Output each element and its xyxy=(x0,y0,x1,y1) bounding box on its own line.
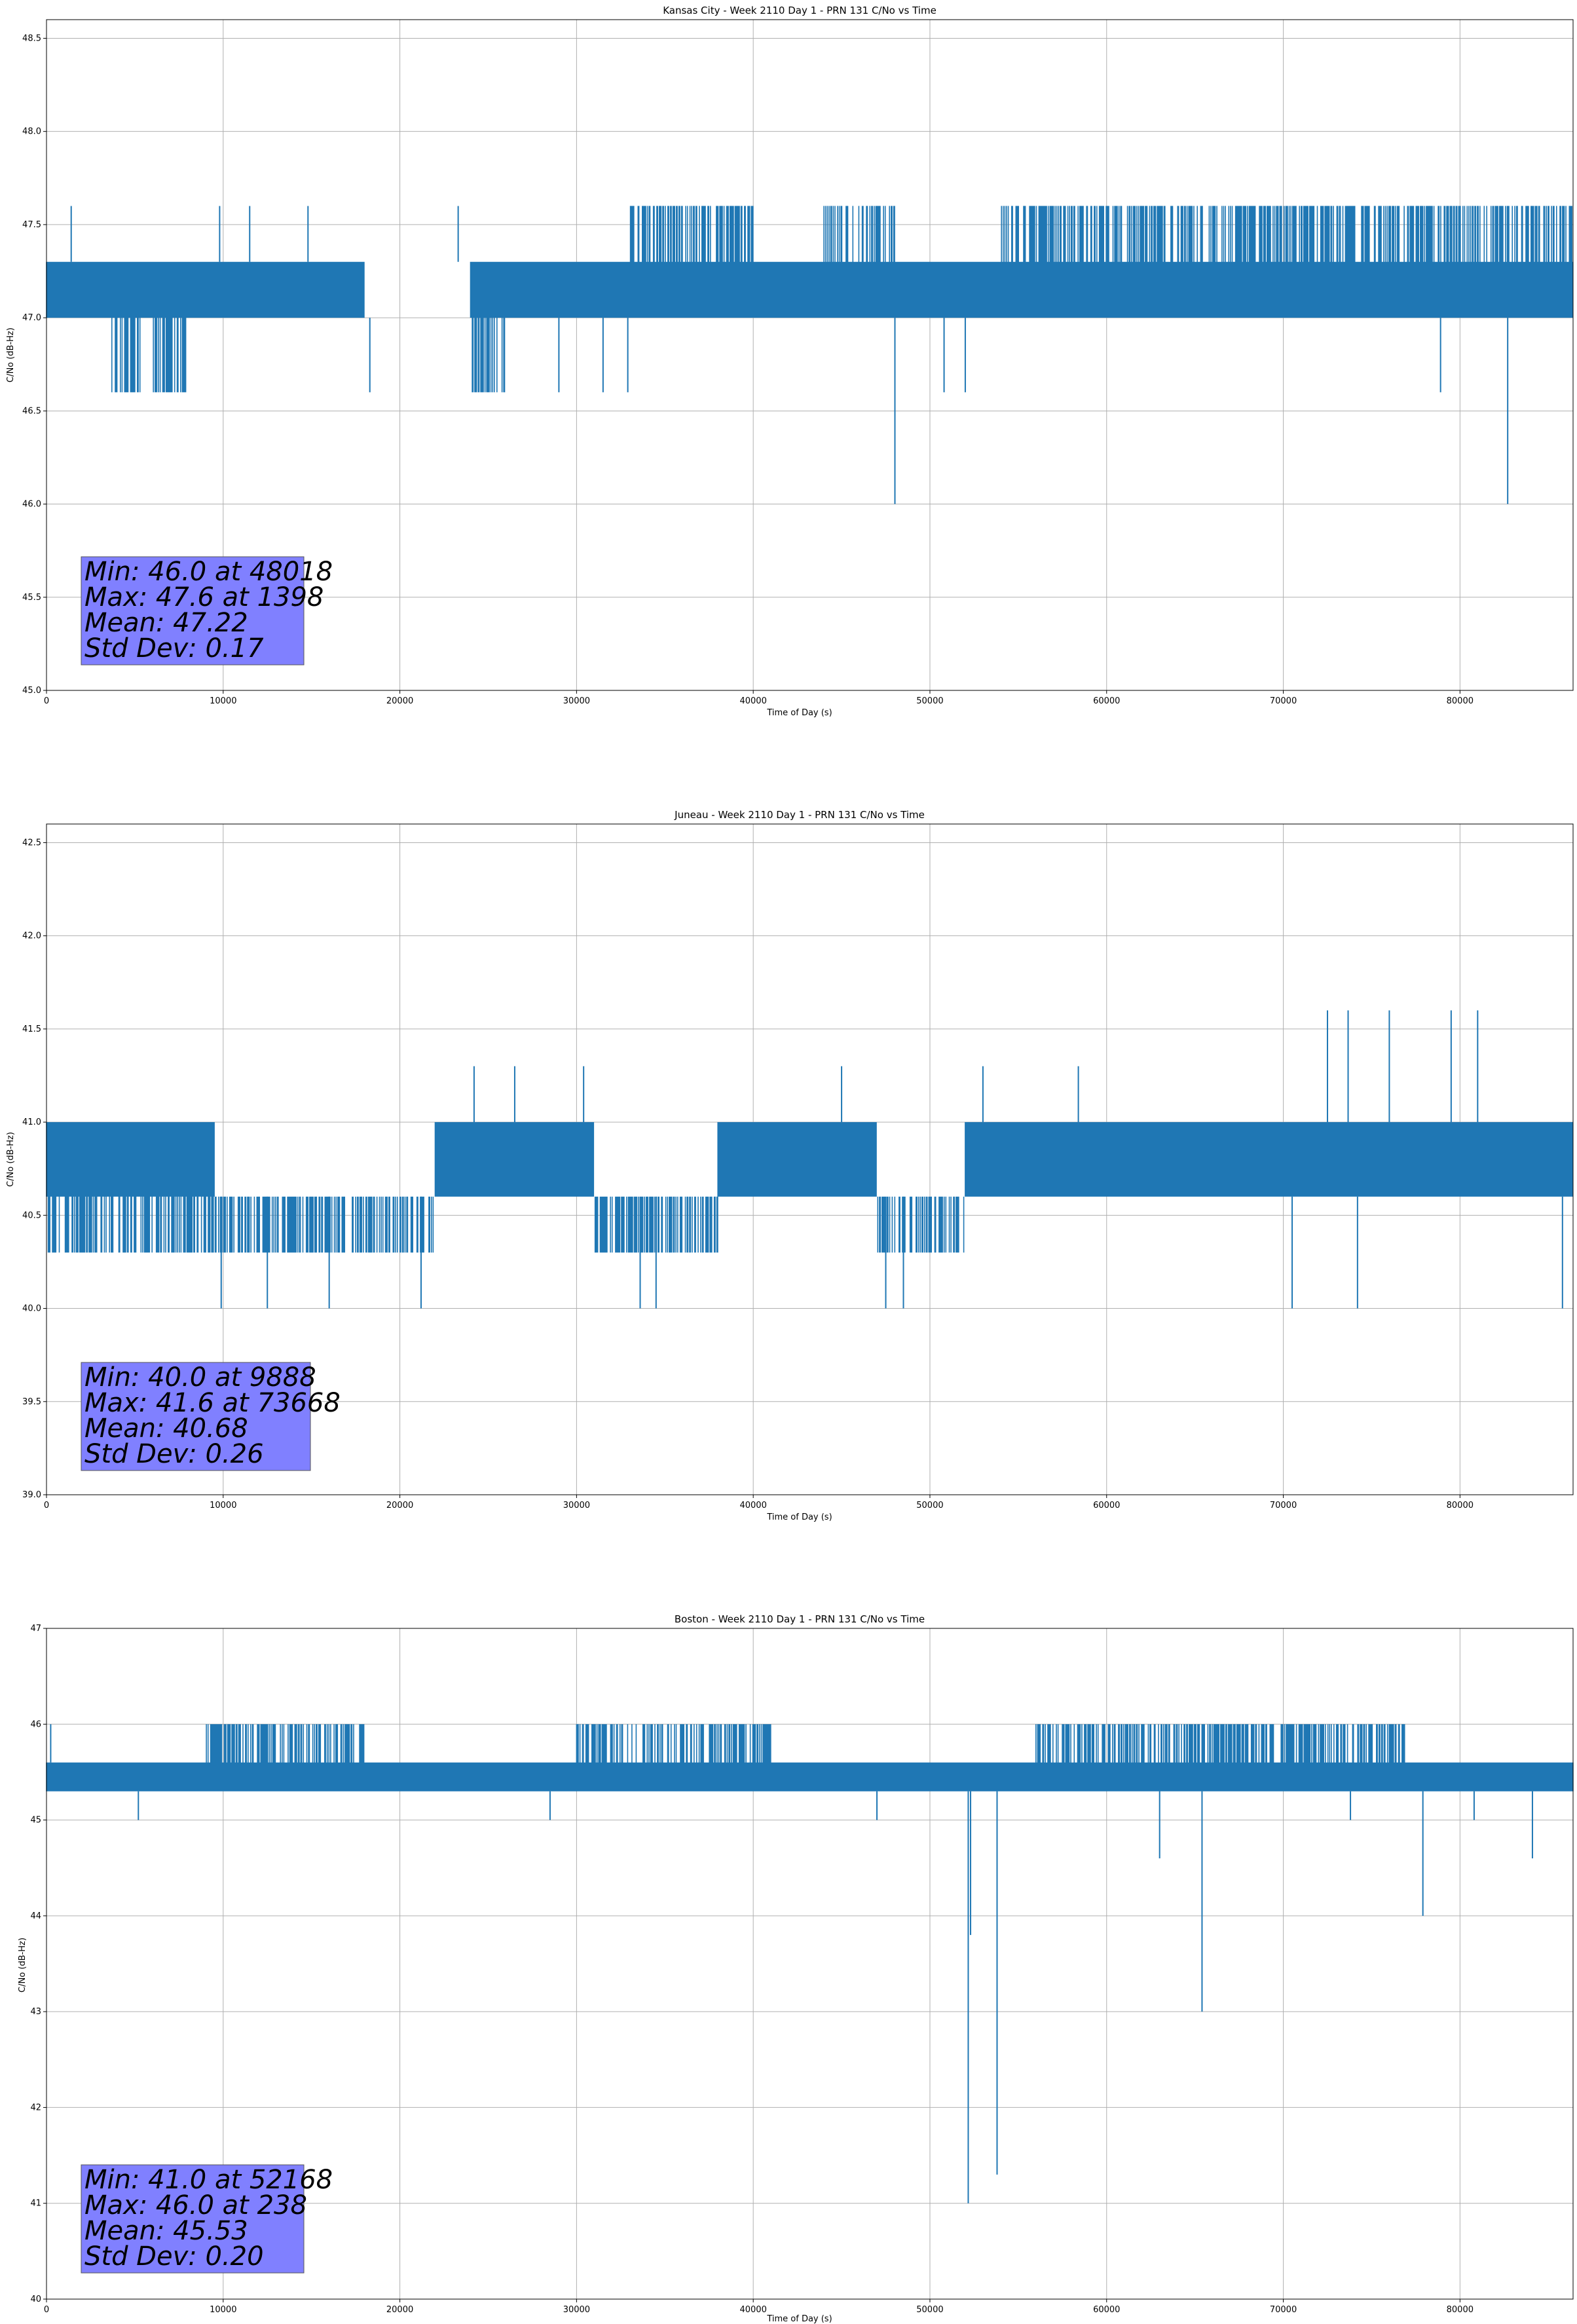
x-tick-label: 20000 xyxy=(386,696,413,706)
y-tick-label: 48.5 xyxy=(22,33,41,43)
series-line xyxy=(46,1724,1574,2203)
kansas-city-chart: Kansas City - Week 2110 Day 1 - PRN 131 … xyxy=(6,5,1574,718)
stats-box xyxy=(81,1362,311,1471)
y-tick-label: 44 xyxy=(30,1911,41,1921)
x-axis-label: Time of Day (s) xyxy=(766,2314,832,2324)
stats-box xyxy=(81,556,305,665)
x-tick-label: 70000 xyxy=(1270,2305,1297,2315)
x-tick-label: 70000 xyxy=(1270,1501,1297,1510)
chart-title: Boston - Week 2110 Day 1 - PRN 131 C/No … xyxy=(675,1613,925,1625)
y-tick-label: 40.0 xyxy=(22,1304,41,1314)
x-tick-label: 0 xyxy=(44,2305,49,2315)
stats-line: Mean: 40.68 xyxy=(84,1414,248,1444)
stats-line: Std Dev: 0.17 xyxy=(84,633,264,664)
y-axis-label: C/No (dB-Hz) xyxy=(6,1132,16,1187)
x-tick-label: 10000 xyxy=(210,2305,236,2315)
y-tick-label: 47 xyxy=(30,1624,41,1634)
y-tick-label: 47.5 xyxy=(22,220,41,230)
y-tick-label: 40.5 xyxy=(22,1210,41,1220)
y-tick-label: 42 xyxy=(30,2103,41,2112)
x-tick-label: 0 xyxy=(44,696,49,706)
x-tick-label: 80000 xyxy=(1447,2305,1474,2315)
x-tick-label: 20000 xyxy=(386,2305,413,2315)
stats-line: Max: 41.6 at 73668 xyxy=(84,1388,341,1418)
y-tick-label: 39.5 xyxy=(22,1397,41,1407)
x-tick-label: 40000 xyxy=(739,2305,766,2315)
y-tick-label: 45.0 xyxy=(22,686,41,696)
x-tick-label: 50000 xyxy=(916,1501,943,1510)
y-axis-label: C/No (dB-Hz) xyxy=(6,328,16,383)
series-line xyxy=(46,1010,1573,1309)
y-tick-label: 45.5 xyxy=(22,593,41,603)
y-tick-label: 40 xyxy=(30,2295,41,2304)
stats-box xyxy=(81,2164,305,2274)
x-tick-label: 40000 xyxy=(739,1501,766,1510)
plot-frame xyxy=(46,1628,1574,2300)
x-tick-label: 30000 xyxy=(563,1501,590,1510)
stats-line: Std Dev: 0.26 xyxy=(84,1439,264,1469)
x-tick-label: 30000 xyxy=(563,696,590,706)
juneau-chart: Juneau - Week 2110 Day 1 - PRN 131 C/No … xyxy=(6,809,1574,1522)
x-axis-label: Time of Day (s) xyxy=(766,1512,832,1522)
x-tick-label: 50000 xyxy=(916,696,943,706)
x-tick-label: 80000 xyxy=(1447,1501,1474,1510)
y-tick-label: 41 xyxy=(30,2199,41,2209)
stats-line: Max: 47.6 at 1398 xyxy=(84,582,324,612)
stats-line: Max: 46.0 at 238 xyxy=(84,2190,307,2221)
chart-title: Juneau - Week 2110 Day 1 - PRN 131 C/No … xyxy=(674,809,925,821)
y-tick-label: 46.0 xyxy=(22,500,41,510)
x-tick-label: 50000 xyxy=(916,2305,943,2315)
x-tick-label: 60000 xyxy=(1093,2305,1120,2315)
y-tick-label: 41.0 xyxy=(22,1117,41,1127)
x-tick-label: 60000 xyxy=(1093,696,1120,706)
x-tick-label: 20000 xyxy=(386,1501,413,1510)
x-tick-label: 30000 xyxy=(563,2305,590,2315)
y-tick-label: 46 xyxy=(30,1719,41,1729)
y-tick-label: 41.5 xyxy=(22,1024,41,1034)
x-tick-label: 70000 xyxy=(1270,696,1297,706)
x-axis-label: Time of Day (s) xyxy=(766,708,832,718)
y-tick-label: 43 xyxy=(30,2007,41,2017)
chart-title: Kansas City - Week 2110 Day 1 - PRN 131 … xyxy=(663,5,937,16)
y-tick-label: 47.0 xyxy=(22,313,41,323)
stats-line: Std Dev: 0.20 xyxy=(84,2241,264,2272)
x-tick-label: 10000 xyxy=(210,696,236,706)
stats-line: Min: 46.0 at 48018 xyxy=(84,557,333,587)
y-tick-label: 45 xyxy=(30,1816,41,1826)
boston-chart: Boston - Week 2110 Day 1 - PRN 131 C/No … xyxy=(18,1613,1574,2324)
y-tick-label: 39.0 xyxy=(22,1490,41,1500)
stats-line: Min: 41.0 at 52168 xyxy=(84,2165,333,2195)
plot-frame xyxy=(46,19,1574,691)
x-tick-label: 40000 xyxy=(739,696,766,706)
x-tick-label: 10000 xyxy=(210,1501,236,1510)
x-tick-label: 80000 xyxy=(1447,696,1474,706)
stats-line: Mean: 47.22 xyxy=(84,608,248,638)
y-tick-label: 42.0 xyxy=(22,931,41,941)
y-tick-label: 46.5 xyxy=(22,406,41,416)
plot-frame xyxy=(46,823,1574,1495)
y-tick-label: 48.0 xyxy=(22,127,41,137)
x-tick-label: 0 xyxy=(44,1501,49,1510)
y-axis-label: C/No (dB-Hz) xyxy=(18,1938,28,1993)
stats-line: Mean: 45.53 xyxy=(84,2216,248,2246)
stats-line: Min: 40.0 at 9888 xyxy=(84,1362,316,1393)
x-tick-label: 60000 xyxy=(1093,1501,1120,1510)
y-tick-label: 42.5 xyxy=(22,838,41,848)
